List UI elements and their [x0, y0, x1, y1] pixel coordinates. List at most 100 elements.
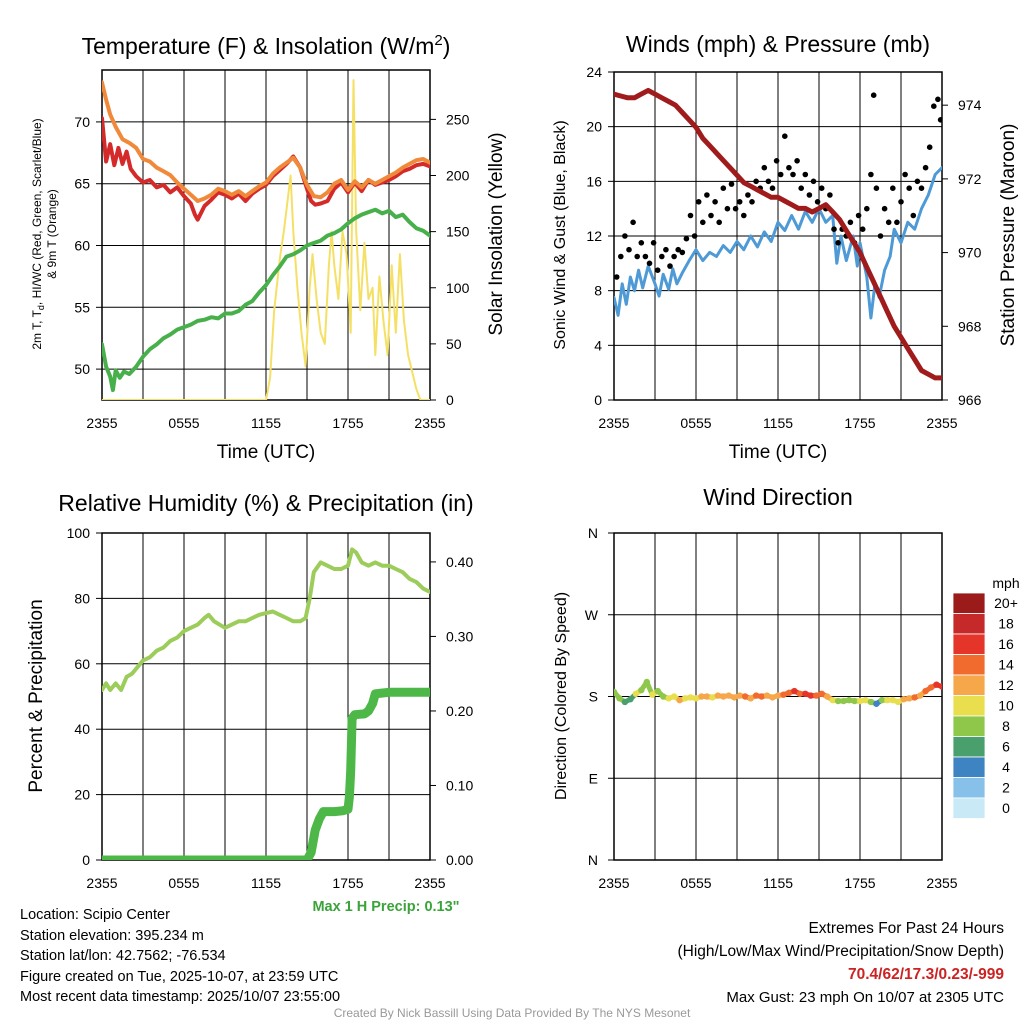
- rh-panel-series: [102, 547, 430, 860]
- direction-point: [692, 695, 700, 702]
- direction-tick-label: S: [589, 689, 598, 705]
- figure-created: Figure created on Tue, 2025-10-07, at 23…: [20, 968, 339, 985]
- legend-swatch: [952, 715, 986, 737]
- wind-panel-series: [614, 87, 942, 381]
- y2-tick-label: 970: [958, 245, 982, 261]
- rh-panel-title: Relative Humidity (%) & Precipitation (i…: [58, 490, 473, 516]
- y-tick-label: 60: [74, 238, 90, 254]
- gust-point: [914, 178, 921, 185]
- direction-point: [616, 695, 623, 702]
- gust-point: [868, 171, 874, 178]
- gust-point: [782, 133, 788, 139]
- gust-point: [765, 178, 772, 185]
- direction-point: [670, 693, 678, 700]
- gust-point: [630, 219, 636, 226]
- direction-point: [742, 693, 749, 700]
- y-tick-label: 0: [594, 392, 602, 408]
- gust-point: [777, 171, 784, 178]
- gust-point: [814, 199, 821, 205]
- direction-point: [747, 695, 754, 702]
- y-tick-label: 80: [74, 590, 90, 606]
- gust-point: [847, 219, 854, 226]
- direction-point: [725, 692, 732, 699]
- footer-credit: Created By Nick Bassill Using Data Provi…: [333, 1006, 691, 1020]
- gust-point: [885, 219, 892, 226]
- x-tick-label: 1155: [251, 415, 281, 431]
- gust-point: [708, 212, 714, 219]
- gust-point: [877, 233, 884, 239]
- direction-tick-label: W: [585, 607, 599, 623]
- x-tick-label: 1155: [763, 875, 793, 891]
- legend-label: 20+: [994, 595, 1018, 611]
- direction-point: [665, 695, 672, 702]
- wind-panel-grid: 2355 0555 1155 1755 2355 0 4 8 12 16 20 24 966 968 970…: [586, 64, 981, 431]
- direction-point: [654, 687, 661, 695]
- gust-point: [675, 246, 681, 253]
- gust-point: [704, 192, 710, 198]
- gust-point: [683, 235, 690, 242]
- gust-point: [634, 253, 640, 260]
- extremes-title: Extremes For Past 24 Hours: [808, 920, 1004, 937]
- direction-point: [856, 697, 864, 705]
- gust-point: [827, 192, 833, 198]
- x-tick-label: 0555: [168, 415, 199, 431]
- direction-point: [796, 690, 804, 697]
- direction-point: [714, 692, 722, 699]
- legend-label: 10: [998, 698, 1014, 714]
- gust-point: [712, 199, 718, 205]
- station-elevation: Station elevation: 395.234 m: [20, 927, 204, 944]
- gust-point: [716, 219, 722, 226]
- direction-point: [895, 698, 902, 706]
- y-tick-label: 8: [594, 283, 602, 299]
- direction-point: [709, 694, 716, 701]
- x-tick-label: 2355: [86, 875, 117, 891]
- wind-panel-xlabel: Time (UTC): [729, 442, 828, 463]
- gust-point: [638, 240, 645, 246]
- direction-point: [933, 681, 940, 688]
- wind-panel-ylabel: Sonic Wind & Gust (Blue, Black): [552, 120, 569, 349]
- gust-point: [881, 205, 888, 212]
- direction-point: [681, 695, 689, 702]
- direction-point: [927, 684, 935, 691]
- gust-point: [695, 199, 702, 205]
- x-tick-label: 2355: [926, 875, 957, 891]
- y2-tick-label: 100: [446, 280, 470, 296]
- legend-label: 4: [1002, 759, 1010, 775]
- direction-point: [802, 690, 809, 697]
- station-latlon: Station lat/lon: 42.7562; -76.534: [20, 948, 226, 964]
- direction-point: [867, 698, 875, 706]
- direction-tick-label: N: [588, 525, 598, 541]
- temp-panel-y2label: Solar Insolation (Yellow): [486, 132, 507, 335]
- temp-panel-ylabel-2: & 9m T (Orange): [45, 189, 59, 279]
- legend-label: 2: [1002, 780, 1010, 796]
- legend-label: 6: [1002, 739, 1010, 755]
- gust-point: [864, 205, 870, 212]
- series-maroon: [614, 87, 942, 381]
- y2-tick-label: 966: [958, 392, 982, 408]
- direction-point: [627, 696, 634, 703]
- legend-swatch: [952, 674, 986, 696]
- direction-point: [807, 692, 814, 699]
- gust-point: [918, 185, 925, 191]
- gust-point: [618, 253, 624, 260]
- direction-point: [911, 694, 918, 701]
- gust-point: [926, 144, 933, 150]
- gust-point: [749, 199, 755, 205]
- y-tick-label: 40: [74, 721, 90, 737]
- y2-tick-label: 0.00: [446, 852, 473, 868]
- dir-panel-title: Wind Direction: [703, 484, 853, 510]
- gust-point: [859, 226, 866, 232]
- direction-point: [922, 687, 929, 695]
- gust-point: [761, 164, 768, 171]
- gust-point: [935, 96, 941, 103]
- gust-point: [802, 171, 809, 178]
- legend-swatch: [952, 797, 986, 819]
- gust-point: [728, 181, 735, 187]
- direction-point: [720, 693, 727, 700]
- gust-point: [720, 185, 727, 191]
- y-tick-label: 100: [67, 525, 91, 541]
- y-tick-label: 12: [586, 228, 602, 244]
- direction-point: [878, 696, 886, 704]
- series-blue: [614, 166, 942, 320]
- x-tick-label: 2355: [926, 415, 957, 431]
